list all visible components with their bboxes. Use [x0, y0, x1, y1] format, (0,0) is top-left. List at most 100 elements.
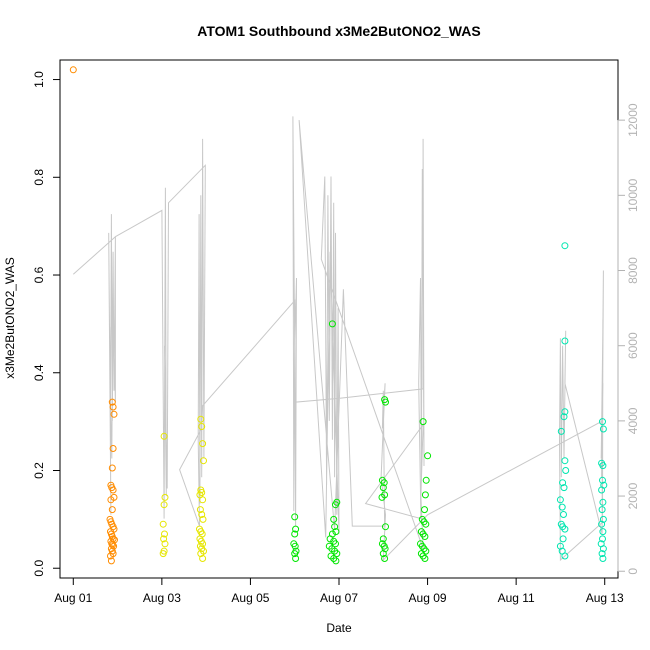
y-tick-label: 0.6	[32, 266, 46, 283]
data-point	[199, 540, 207, 548]
data-point	[382, 523, 389, 531]
data-point	[199, 515, 207, 523]
data-point	[198, 423, 206, 430]
data-point	[331, 523, 339, 531]
data-point	[196, 506, 204, 514]
axes-layer: Aug 01 Aug 03 Aug 05 Aug 07 Aug 09 Aug 11 Aug …	[32, 71, 640, 605]
x-tick-label: Aug 05	[231, 591, 269, 605]
data-point	[292, 555, 300, 562]
data-point	[561, 457, 569, 465]
x-tick-label: Aug 11	[498, 591, 535, 605]
data-point	[381, 545, 389, 553]
data-point	[599, 545, 607, 553]
data-point	[421, 533, 429, 540]
data-point	[381, 555, 389, 562]
data-point	[332, 501, 339, 509]
data-point	[558, 503, 566, 511]
data-point	[424, 452, 432, 460]
data-point	[291, 550, 299, 558]
data-point	[561, 242, 569, 250]
data-point	[379, 550, 387, 558]
data-point	[159, 520, 167, 528]
data-point	[199, 496, 207, 504]
data-point	[291, 513, 299, 521]
y-tick-label: 0.0	[32, 560, 46, 577]
data-point	[109, 486, 117, 494]
data-point	[108, 464, 116, 472]
y-tick-label: 0.2	[32, 462, 46, 479]
data-point	[561, 337, 569, 345]
data-point	[599, 528, 607, 536]
line-series	[72, 116, 604, 562]
data-point	[332, 540, 339, 548]
data-point	[199, 555, 207, 562]
data-point	[421, 491, 429, 499]
data-point	[422, 520, 430, 528]
data-point	[159, 550, 167, 558]
data-point	[109, 445, 117, 452]
data-point	[330, 555, 338, 562]
y-axis-label: x3Me2ButONO2_WAS	[3, 257, 17, 379]
data-point	[421, 506, 428, 514]
data-point	[560, 511, 567, 518]
y2-tick-label: 8000	[626, 257, 640, 284]
data-point	[330, 515, 338, 523]
data-point	[333, 550, 341, 558]
data-point	[599, 476, 606, 484]
data-point	[379, 484, 387, 492]
data-point	[198, 511, 206, 518]
points-layer	[69, 66, 608, 565]
y2-tick-label: 2000	[626, 482, 640, 509]
y-tick-label: 0.4	[32, 364, 46, 381]
data-point	[197, 415, 205, 423]
data-point	[599, 515, 607, 523]
data-point	[598, 520, 606, 528]
x-tick-label: Aug 13	[586, 591, 624, 605]
y2-tick-label: 12000	[626, 103, 640, 137]
data-point	[599, 535, 606, 543]
data-point	[419, 418, 427, 426]
data-point	[108, 398, 116, 406]
data-point	[107, 552, 114, 560]
data-point	[598, 550, 606, 558]
data-point	[160, 535, 168, 543]
data-point	[69, 66, 77, 74]
data-point	[378, 493, 386, 501]
data-point	[562, 467, 570, 474]
data-point	[108, 506, 116, 514]
y2-tick-label: 6000	[626, 332, 640, 359]
data-point	[560, 484, 568, 492]
data-point	[161, 530, 168, 538]
data-point	[200, 457, 207, 465]
x-tick-label: Aug 09	[409, 591, 447, 605]
data-point	[379, 535, 387, 543]
data-point	[599, 498, 607, 506]
data-point	[560, 413, 568, 421]
chart-title: ATOM1 Southbound x3Me2ButONO2_WAS	[197, 23, 480, 39]
data-point	[559, 523, 567, 531]
data-point	[160, 432, 168, 440]
data-point	[107, 557, 115, 565]
data-point	[110, 410, 118, 418]
data-point	[598, 486, 606, 494]
y-tick-label: 1.0	[32, 71, 46, 88]
data-point	[110, 493, 118, 501]
data-point	[109, 403, 117, 411]
data-point	[160, 501, 168, 509]
data-point	[161, 493, 169, 501]
data-point	[382, 398, 389, 406]
data-point	[197, 550, 205, 558]
line-series-layer	[72, 116, 604, 562]
y2-tick-label: 10000	[626, 178, 640, 212]
data-point	[380, 479, 388, 487]
data-point	[556, 496, 564, 504]
data-point	[292, 525, 300, 533]
data-point	[328, 320, 336, 328]
y2-tick-label: 4000	[626, 407, 640, 434]
data-point	[422, 476, 430, 484]
data-point	[291, 530, 299, 538]
data-point	[421, 555, 429, 562]
data-point	[332, 528, 340, 536]
